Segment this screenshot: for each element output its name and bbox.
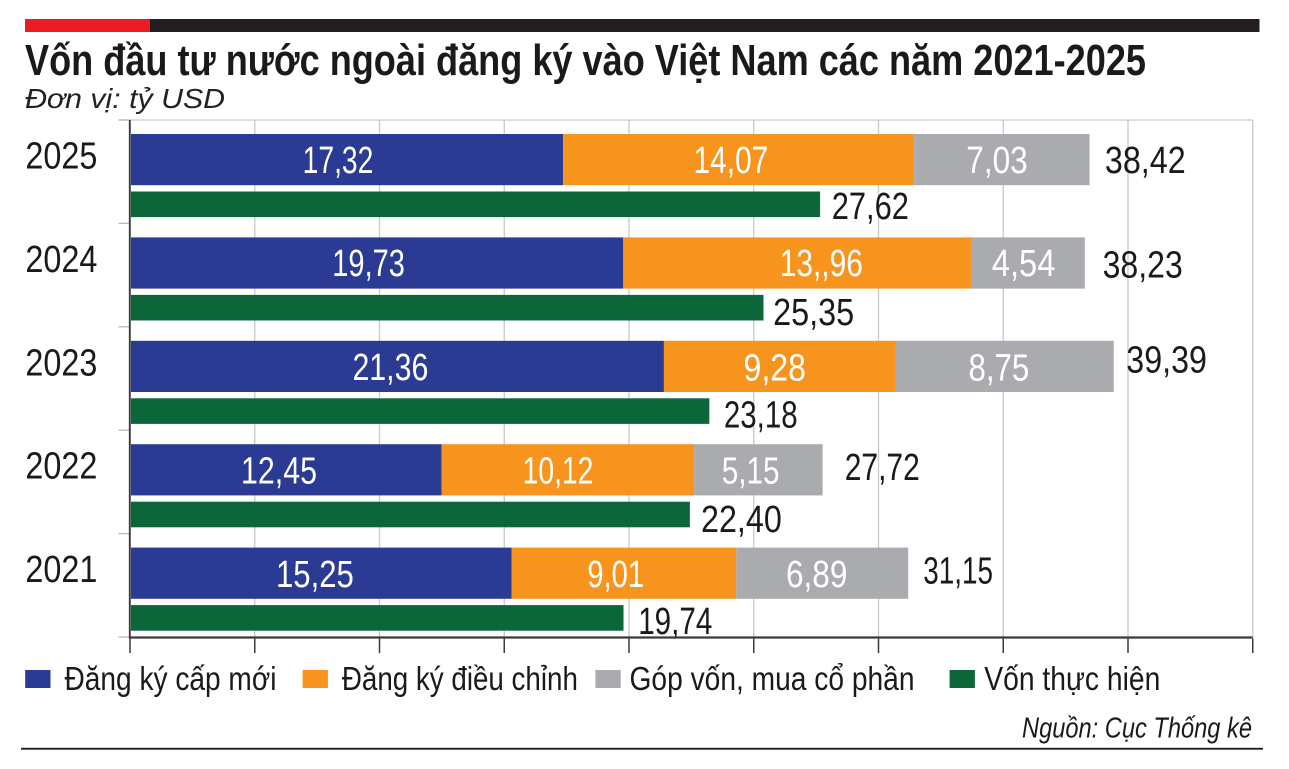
svg-text:7,03: 7,03 [966,140,1028,182]
svg-text:2025: 2025 [25,136,97,178]
svg-text:19,74: 19,74 [638,601,712,643]
svg-text:Góp vốn, mua cổ phần: Góp vốn, mua cổ phần [630,660,915,697]
svg-text:9,28: 9,28 [744,348,806,390]
svg-text:9,01: 9,01 [587,554,644,596]
svg-text:6,89: 6,89 [786,554,847,596]
svg-text:2023: 2023 [25,342,97,384]
svg-text:12,45: 12,45 [241,450,317,492]
svg-text:Vốn đầu tư nước ngoài đăng ký: Vốn đầu tư nước ngoài đăng ký vào Việt N… [25,36,1146,85]
svg-text:17,32: 17,32 [303,140,374,182]
svg-text:10,12: 10,12 [523,450,594,492]
svg-text:22,40: 22,40 [701,499,782,541]
svg-text:15,25: 15,25 [276,554,354,596]
svg-text:13,,96: 13,,96 [780,243,863,285]
svg-text:2024: 2024 [25,239,97,281]
svg-text:5,15: 5,15 [722,450,780,492]
svg-text:23,18: 23,18 [724,394,798,436]
svg-text:Nguồn: Cục Thống kê: Nguồn: Cục Thống kê [1022,713,1252,745]
svg-text:2022: 2022 [25,446,97,488]
svg-text:27,62: 27,62 [832,186,909,228]
svg-text:4,54: 4,54 [992,243,1056,285]
svg-text:Đăng ký cấp mới: Đăng ký cấp mới [65,660,277,697]
svg-text:38,23: 38,23 [1103,245,1183,287]
svg-text:38,42: 38,42 [1105,140,1186,182]
svg-text:14,07: 14,07 [694,140,769,182]
svg-text:Vốn thực hiện: Vốn thực hiện [984,660,1160,697]
svg-text:19,73: 19,73 [332,243,405,285]
svg-text:25,35: 25,35 [773,292,854,334]
svg-text:31,15: 31,15 [923,550,993,592]
svg-text:Đăng ký điều chỉnh: Đăng ký điều chỉnh [342,660,578,697]
svg-text:21,36: 21,36 [352,347,428,389]
svg-text:27,72: 27,72 [845,447,920,489]
svg-text:39,39: 39,39 [1126,339,1207,381]
svg-text:2021: 2021 [25,549,97,591]
svg-text:8,75: 8,75 [969,348,1030,390]
svg-text:Đơn vị: tỷ USD: Đơn vị: tỷ USD [25,83,225,114]
